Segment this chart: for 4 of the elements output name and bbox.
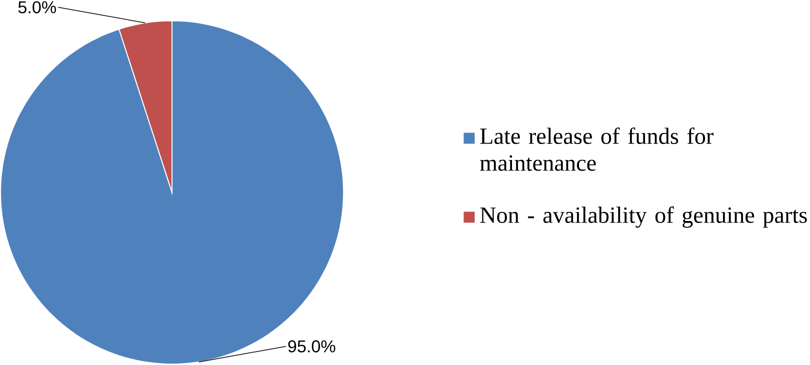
data-label: 5.0% (18, 1, 56, 14)
data-label: 95.0% (288, 340, 336, 353)
legend-label: Late release of funds for maintenance (480, 128, 714, 172)
legend-label: Non - availability of genuine parts (480, 206, 807, 228)
